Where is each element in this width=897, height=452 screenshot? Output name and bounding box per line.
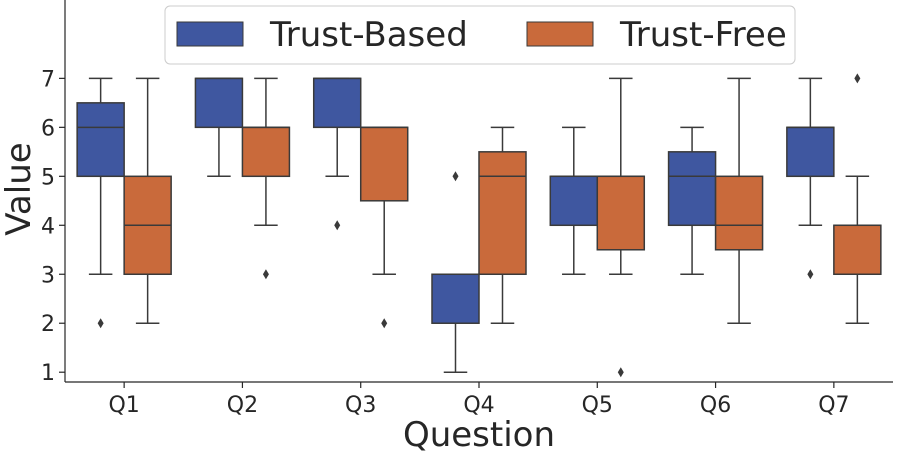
y-tick-label: 4 <box>41 214 55 239</box>
y-tick-label: 2 <box>41 312 55 337</box>
box-trust-based-q3 <box>312 77 362 231</box>
box-body <box>714 175 764 251</box>
y-tick-label: 6 <box>41 116 55 141</box>
box-body <box>549 175 599 227</box>
x-tick-label: Q2 <box>227 393 258 418</box>
legend: Trust-Based Trust-Free <box>164 5 796 65</box>
box-body <box>596 175 646 251</box>
x-tick-label: Q7 <box>818 393 849 418</box>
box-body <box>76 102 125 178</box>
box-trust-based-q1 <box>76 77 125 329</box>
box-trust-free-q3 <box>359 126 409 329</box>
outlier-point <box>807 269 814 280</box>
outlier-point <box>452 171 459 182</box>
y-axis-title: Value <box>0 142 39 235</box>
box-body <box>359 126 409 202</box>
outlier-point <box>854 73 861 84</box>
x-tick-label: Q1 <box>108 393 139 418</box>
outlier-point <box>334 220 341 231</box>
outlier-point <box>97 318 104 329</box>
outlier-point <box>381 318 388 329</box>
x-axis-title: Question <box>403 415 555 452</box>
box-body <box>194 77 244 129</box>
legend-swatch-trust-based <box>176 21 244 47</box>
box-trust-based-q4 <box>431 171 480 373</box>
box-trust-free-q2 <box>241 77 291 280</box>
box-trust-based-q7 <box>786 77 835 280</box>
box-trust-free-q4 <box>478 126 527 324</box>
outlier-point <box>617 367 624 378</box>
box-body <box>241 126 291 178</box>
box-body <box>478 151 527 276</box>
box-body <box>431 273 480 324</box>
legend-frame <box>164 5 796 65</box>
y-tick-label: 7 <box>41 67 55 92</box>
box-body <box>833 224 882 276</box>
outlier-point <box>262 269 269 280</box>
box-body <box>786 126 835 178</box>
box-trust-free-q7 <box>833 73 882 324</box>
box-body <box>312 77 362 129</box>
y-tick-label: 5 <box>41 165 55 190</box>
x-tick-label: Q5 <box>582 393 613 418</box>
x-tick-label: Q3 <box>345 393 376 418</box>
x-tick-label: Q4 <box>463 393 494 418</box>
legend-label-trust-free: Trust-Free <box>619 15 787 55</box>
box-trust-based-q2 <box>194 77 244 178</box>
box-trust-free-q6 <box>714 77 764 324</box>
box-trust-free-q1 <box>123 77 172 324</box>
x-tick-label: Q6 <box>700 393 731 418</box>
legend-swatch-trust-free <box>526 21 594 47</box>
box-body <box>667 151 717 227</box>
plot-area <box>76 73 882 378</box>
box-trust-based-q5 <box>549 126 599 276</box>
box-trust-based-q6 <box>667 126 717 276</box>
box-trust-free-q5 <box>596 77 646 378</box>
legend-label-trust-based: Trust-Based <box>269 15 468 55</box>
y-tick-label: 3 <box>41 263 55 288</box>
y-tick-label: 1 <box>41 361 55 386</box>
